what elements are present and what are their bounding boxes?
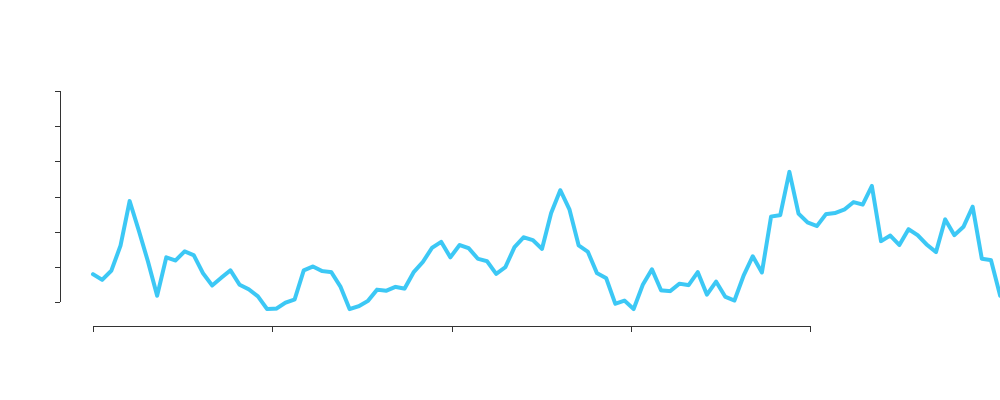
series-group [93,142,1000,309]
y-axis [55,91,61,303]
series-line-1 [93,142,1000,309]
x-axis [93,326,811,332]
